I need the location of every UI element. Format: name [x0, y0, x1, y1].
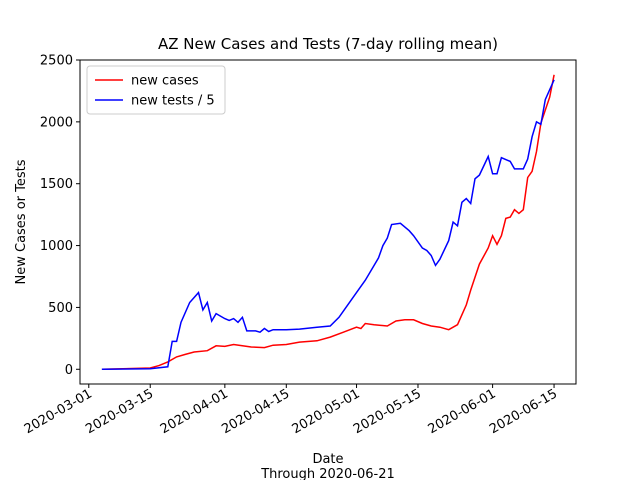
- x-tick-label: 2020-06-15: [487, 386, 560, 437]
- y-tick-label: 2500: [40, 54, 73, 69]
- x-tick-label: 2020-06-01: [426, 386, 499, 437]
- x-tick-label: 2020-03-01: [22, 386, 95, 437]
- y-tick-label: 2000: [40, 115, 73, 130]
- legend-label: new cases: [131, 74, 199, 89]
- y-tick-label: 1000: [40, 239, 73, 254]
- legend-label: new tests / 5: [131, 94, 215, 109]
- y-tick-label: 1500: [40, 177, 73, 192]
- y-tick-label: 0: [65, 363, 73, 378]
- data-line: [101, 79, 555, 371]
- legend-box: [86, 65, 226, 115]
- plot-frame: [79, 59, 577, 385]
- x-axis-label: Date: [312, 452, 343, 467]
- x-tick-label: 2020-04-15: [219, 386, 292, 437]
- x-axis-note: Through 2020-06-21: [260, 467, 395, 480]
- x-tick-label: 2020-05-01: [290, 386, 363, 437]
- y-tick-label: 500: [48, 301, 73, 316]
- x-tick-label: 2020-03-15: [83, 386, 156, 437]
- data-line: [101, 74, 555, 371]
- chart-title: AZ New Cases and Tests (7-day rolling me…: [158, 35, 498, 53]
- x-tick-label: 2020-04-01: [158, 386, 231, 437]
- y-axis-label: New Cases or Tests: [14, 159, 29, 284]
- x-tick-label: 2020-05-15: [351, 386, 424, 437]
